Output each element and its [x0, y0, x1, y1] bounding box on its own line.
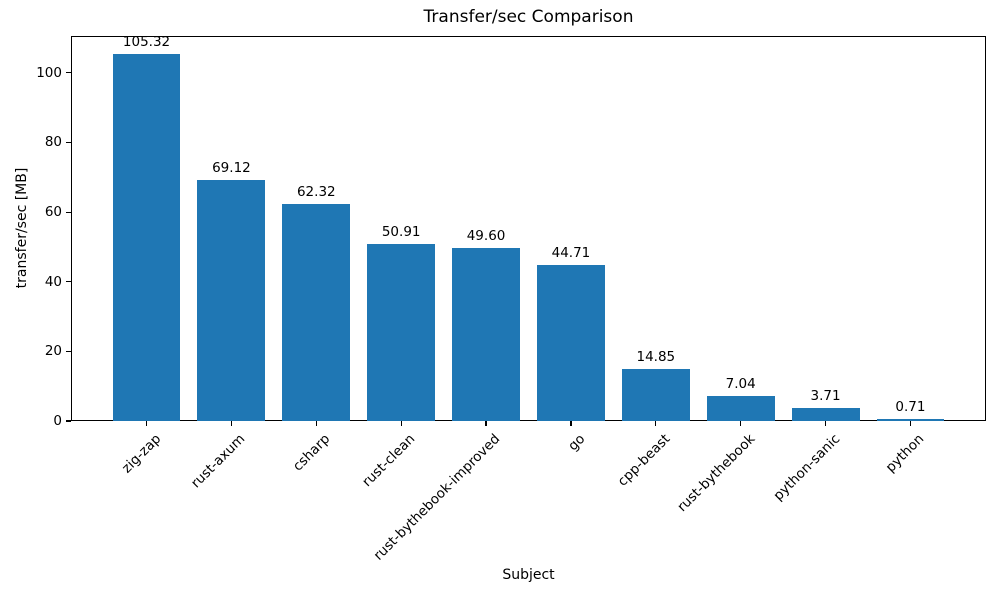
plot-area — [71, 36, 986, 421]
x-tick — [740, 421, 742, 426]
x-tick — [485, 421, 487, 426]
x-tick — [145, 421, 148, 426]
x-axis-title: Subject — [502, 567, 555, 583]
chart-title: Transfer/sec Comparison — [423, 7, 634, 27]
x-tick — [315, 421, 317, 426]
y-tick-label: 0 — [53, 413, 62, 429]
y-tick-label: 100 — [36, 64, 62, 81]
x-tick — [824, 421, 827, 426]
y-tick-label: 20 — [44, 343, 62, 360]
y-tick-label: 60 — [44, 204, 62, 221]
x-tick — [230, 421, 232, 426]
y-axis-title: transfer/sec [MB] — [14, 167, 30, 289]
x-tick — [655, 421, 657, 426]
x-tick — [400, 421, 402, 426]
y-tick-label: 40 — [44, 273, 62, 290]
y-tick-label: 80 — [44, 134, 62, 151]
x-tick — [909, 421, 912, 426]
x-tick — [570, 421, 572, 426]
